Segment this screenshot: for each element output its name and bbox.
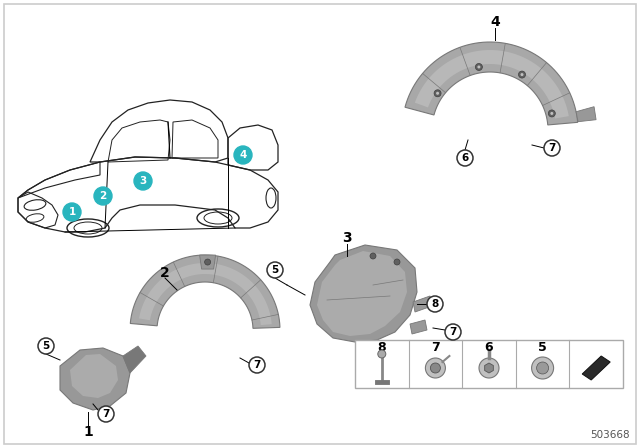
Circle shape xyxy=(249,357,265,373)
Polygon shape xyxy=(139,263,272,325)
Circle shape xyxy=(134,172,152,190)
Circle shape xyxy=(394,259,400,265)
Circle shape xyxy=(38,338,54,354)
Text: 7: 7 xyxy=(449,327,457,337)
Text: 8: 8 xyxy=(378,340,386,353)
Circle shape xyxy=(518,71,525,78)
Circle shape xyxy=(94,187,112,205)
FancyBboxPatch shape xyxy=(4,4,636,444)
Circle shape xyxy=(378,350,386,358)
Polygon shape xyxy=(484,363,493,373)
Polygon shape xyxy=(582,356,610,380)
Circle shape xyxy=(267,262,283,278)
Text: 503668: 503668 xyxy=(590,430,630,440)
Text: 5: 5 xyxy=(538,340,547,353)
Circle shape xyxy=(427,296,443,312)
Polygon shape xyxy=(131,255,280,328)
Circle shape xyxy=(532,357,554,379)
FancyBboxPatch shape xyxy=(355,340,623,388)
Circle shape xyxy=(434,90,441,97)
Circle shape xyxy=(548,110,556,117)
Circle shape xyxy=(544,140,560,156)
Text: 1: 1 xyxy=(68,207,76,217)
Circle shape xyxy=(476,64,483,70)
Text: 1: 1 xyxy=(83,425,93,439)
Text: 7: 7 xyxy=(102,409,109,419)
Text: 4: 4 xyxy=(239,150,246,160)
Polygon shape xyxy=(405,42,578,125)
Circle shape xyxy=(457,150,473,166)
Text: 7: 7 xyxy=(253,360,260,370)
Circle shape xyxy=(520,73,524,76)
Circle shape xyxy=(445,324,461,340)
Text: 2: 2 xyxy=(99,191,107,201)
Text: 3: 3 xyxy=(140,176,147,186)
Circle shape xyxy=(370,253,376,259)
Circle shape xyxy=(431,363,440,373)
Polygon shape xyxy=(123,346,146,373)
Circle shape xyxy=(98,406,114,422)
Circle shape xyxy=(477,65,481,69)
Polygon shape xyxy=(60,348,130,410)
Circle shape xyxy=(234,146,252,164)
Text: 6: 6 xyxy=(461,153,468,163)
Polygon shape xyxy=(576,107,596,122)
Circle shape xyxy=(550,112,554,115)
Text: 5: 5 xyxy=(42,341,50,351)
Polygon shape xyxy=(317,251,407,336)
Circle shape xyxy=(479,358,499,378)
Polygon shape xyxy=(410,320,427,334)
Circle shape xyxy=(536,362,548,374)
Text: 2: 2 xyxy=(160,266,170,280)
Circle shape xyxy=(436,92,439,95)
Polygon shape xyxy=(200,255,216,269)
Text: 3: 3 xyxy=(342,231,352,245)
Text: 7: 7 xyxy=(431,340,440,353)
Text: 5: 5 xyxy=(271,265,278,275)
Polygon shape xyxy=(415,50,569,119)
Text: 8: 8 xyxy=(431,299,438,309)
Circle shape xyxy=(205,259,211,265)
Circle shape xyxy=(426,358,445,378)
Text: 4: 4 xyxy=(490,15,500,29)
Circle shape xyxy=(63,203,81,221)
Polygon shape xyxy=(310,245,417,342)
Polygon shape xyxy=(413,296,432,312)
Text: 7: 7 xyxy=(548,143,556,153)
Text: 6: 6 xyxy=(484,340,493,353)
Polygon shape xyxy=(70,354,118,398)
